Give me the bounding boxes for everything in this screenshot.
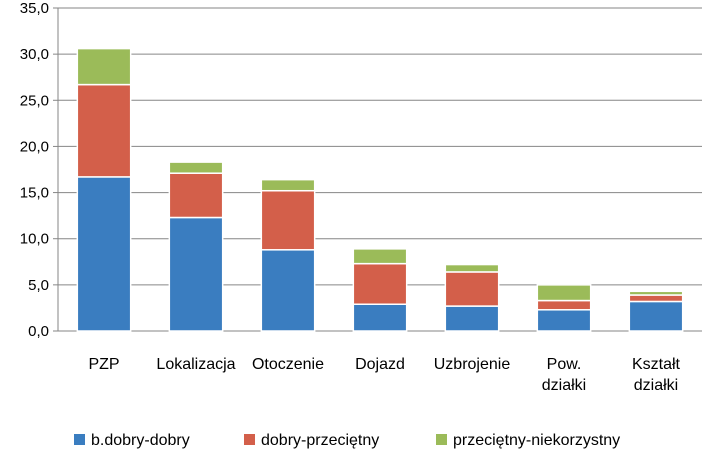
- bar-segment: [536, 309, 592, 332]
- gridlines: [58, 7, 702, 286]
- legend-swatch: [244, 434, 255, 445]
- category-labels: PZP Lokalizacja Otoczenie Dojazd Uzbrojenie P…: [88, 356, 680, 394]
- bar-segment: [444, 305, 500, 332]
- bar-segment: [536, 299, 592, 311]
- y-tick-label: 10,0: [20, 231, 49, 248]
- bar-segment: [628, 300, 684, 332]
- bar-segment: [352, 248, 408, 265]
- bar-segment: [352, 303, 408, 332]
- legend: b.dobry-dobry dobry-przeciętny przeciętny-…: [74, 432, 620, 449]
- legend-label: dobry-przeciętny: [261, 432, 379, 449]
- x-category-label: Lokalizacja: [156, 356, 235, 373]
- bar-segment: [76, 176, 132, 332]
- x-category-label: działki: [634, 377, 678, 394]
- x-category-label: działki: [542, 377, 586, 394]
- y-tick-label: 15,0: [20, 185, 49, 202]
- y-tick-label: 35,0: [20, 0, 49, 17]
- y-tick-label: 20,0: [20, 138, 49, 155]
- bar-segment: [260, 249, 316, 332]
- bar-segment: [444, 271, 500, 307]
- x-category-label: Kształt: [632, 356, 681, 373]
- x-category-label: Uzbrojenie: [434, 356, 511, 373]
- bar-segment: [444, 263, 500, 273]
- legend-label: b.dobry-dobry: [91, 432, 190, 449]
- bar-segment: [260, 189, 316, 251]
- x-category-label: PZP: [88, 356, 119, 373]
- bar-segment: [628, 290, 684, 296]
- bar-segment: [168, 172, 224, 219]
- legend-swatch: [436, 434, 447, 445]
- bar-segment: [260, 178, 316, 192]
- bar-segment: [628, 294, 684, 303]
- bar-segment: [536, 284, 592, 302]
- x-category-label: Otoczenie: [252, 356, 324, 373]
- bar-segment: [352, 262, 408, 305]
- bar-segment: [168, 216, 224, 332]
- y-tick-label: 5,0: [28, 277, 49, 294]
- y-tick-label: 30,0: [20, 46, 49, 63]
- bar-segment: [76, 47, 132, 86]
- bars: [76, 47, 684, 332]
- legend-label: przeciętny-niekorzystny: [453, 432, 620, 449]
- y-tick-label: 25,0: [20, 92, 49, 109]
- axes: 0,0 5,0 10,0 15,0 20,0 25,0 30,0 35,0: [20, 0, 702, 340]
- legend-swatch: [74, 434, 85, 445]
- bar-segment: [76, 83, 132, 178]
- y-tick-label: 0,0: [28, 323, 49, 340]
- x-category-label: Dojazd: [355, 356, 405, 373]
- bar-segment: [168, 161, 224, 174]
- x-category-label: Pow.: [547, 356, 582, 373]
